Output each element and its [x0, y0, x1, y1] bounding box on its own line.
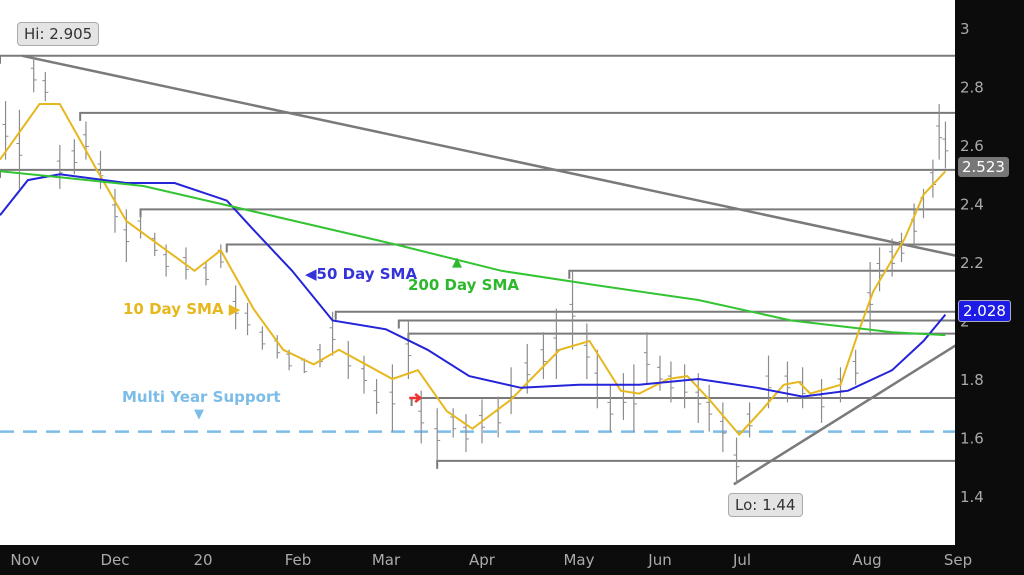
y-tick-label: 1.4 — [960, 488, 984, 506]
x-tick-label: May — [563, 551, 594, 569]
x-tick-label: Sep — [944, 551, 972, 569]
x-tick-label: Feb — [285, 551, 312, 569]
x-tick-label: Nov — [10, 551, 39, 569]
x-tick-label: Jul — [732, 551, 751, 569]
x-tick-label: Apr — [469, 551, 496, 569]
triangle-down-icon: ▼ — [194, 407, 204, 422]
red-arrow-icon — [409, 393, 423, 403]
sma50-line — [0, 173, 947, 398]
level-line — [397, 319, 955, 329]
y-tick-label: 2.8 — [960, 79, 984, 97]
x-axis-panel — [0, 545, 1024, 575]
y-tick-label: 2.4 — [960, 196, 984, 214]
x-tick-label: Mar — [372, 551, 401, 569]
sma50-label: ◀50 Day SMA — [305, 265, 418, 283]
level-line — [225, 243, 955, 253]
y-tick-label: 1.8 — [960, 371, 984, 389]
level-line — [139, 208, 955, 218]
last-price-tag: 2.523 — [958, 157, 1009, 177]
x-tick-label: Aug — [852, 551, 881, 569]
lo-label: Lo: 1.44 — [728, 493, 803, 517]
support-label: Multi Year Support — [122, 388, 281, 406]
level-line — [568, 269, 955, 279]
level-line — [0, 168, 955, 178]
trend-line — [733, 342, 959, 486]
y-tick-label: 2.6 — [960, 137, 984, 155]
trend-line — [21, 54, 959, 258]
sma200-line — [0, 170, 946, 337]
sma50-value-tag: 2.028 — [958, 300, 1011, 322]
x-tick-label: 20 — [193, 551, 212, 569]
x-tick-label: Dec — [100, 551, 129, 569]
triangle-right-icon: ▶ — [223, 300, 241, 318]
triangle-up-icon: ▲ — [452, 255, 462, 270]
sma10-line — [0, 103, 947, 437]
y-tick-label: 2.2 — [960, 254, 984, 272]
y-axis-panel — [955, 0, 1024, 575]
y-tick-label: 1.6 — [960, 430, 984, 448]
sma10-label: 10 Day SMA ▶ — [123, 300, 241, 318]
sma200-label: 200 Day SMA — [408, 276, 519, 294]
plot-area — [0, 0, 955, 545]
y-tick-label: 3 — [960, 20, 970, 38]
x-tick-label: Jun — [647, 551, 671, 569]
level-line — [0, 54, 955, 64]
level-line — [79, 111, 955, 121]
hi-label: Hi: 2.905 — [17, 22, 100, 46]
triangle-left-icon: ◀ — [305, 265, 317, 283]
